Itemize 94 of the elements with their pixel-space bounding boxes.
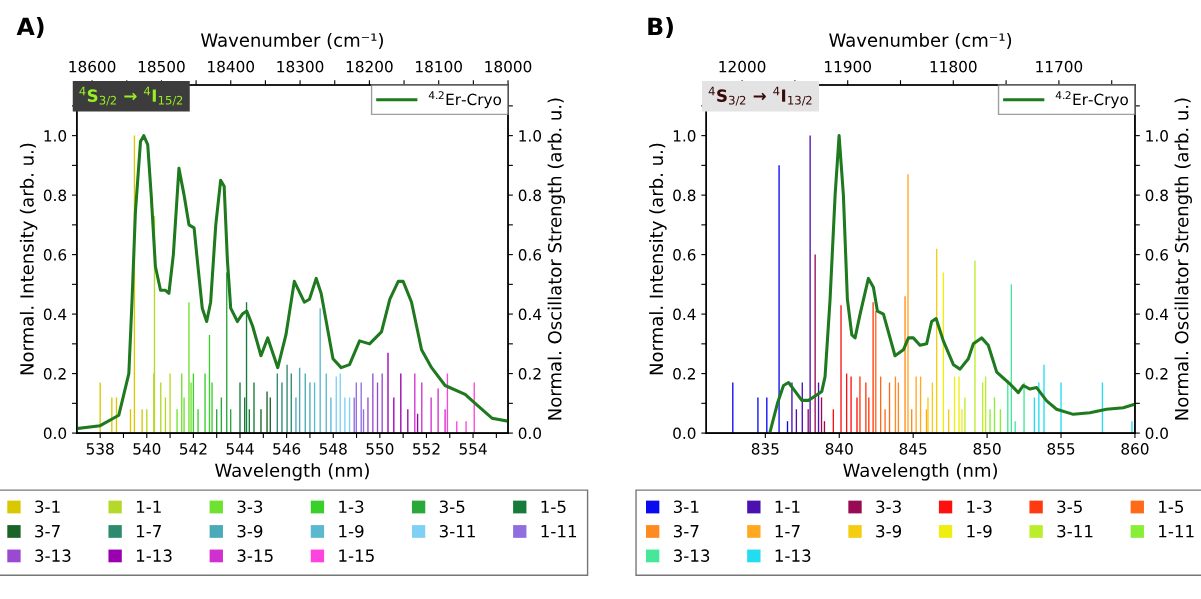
y2-tick-label: 0.6 (518, 249, 542, 261)
y-axis-title: Normal. Intensity (arb. u.) (649, 143, 667, 375)
y2-tick-label: 0.4 (518, 308, 542, 321)
legend-label: 3-3 (237, 500, 263, 514)
y-tick-label: 0.8 (673, 189, 696, 202)
x-axis-title: Wavelength (nm) (215, 463, 369, 481)
legend-label: 1-11 (1159, 525, 1194, 538)
legend-label: 3-11 (439, 524, 475, 538)
legend-label: 1-5 (1159, 500, 1184, 514)
x2-tick-label: 11900 (825, 60, 871, 73)
y2-tick-label: 0.2 (1145, 368, 1168, 380)
x-tick-label: 850 (973, 443, 1001, 455)
legend-label: 3-1 (673, 500, 699, 514)
x-tick-label: 840 (825, 443, 853, 455)
x2-tick-label: 11800 (930, 60, 977, 73)
legend-label: 1-5 (541, 500, 566, 514)
y2-tick-label: 1.0 (519, 130, 542, 142)
legend-label: 1-15 (339, 549, 374, 562)
y-tick-label: 0.6 (673, 249, 696, 261)
y-tick-label: 1.0 (673, 130, 696, 142)
y-tick-label: 1.0 (44, 130, 67, 142)
legend-label: 3-5 (439, 500, 465, 514)
legend-label: 3-13 (673, 549, 710, 562)
y2-tick-label: 0.4 (1145, 308, 1169, 321)
legend-label: 1-13 (136, 549, 172, 562)
x-tick-label: 544 (226, 443, 254, 455)
x2-tick-label: 18300 (277, 60, 324, 73)
legend-label: 3-3 (876, 500, 901, 514)
legend-label: 1-13 (775, 549, 811, 562)
legend-label: 1-1 (775, 500, 800, 513)
x2-tick-label: 12000 (719, 60, 766, 73)
y2-tick-label: 1.0 (1146, 130, 1168, 142)
legend-label: 1-9 (967, 524, 992, 538)
chart-title: A) (16, 17, 44, 39)
x-tick-label: 538 (86, 443, 114, 455)
legend-label: 3-5 (1057, 500, 1082, 514)
y-tick-label: 0.4 (673, 308, 696, 321)
x-axis-title: Wavelength (nm) (843, 463, 997, 481)
legend-label: 1-1 (136, 500, 161, 513)
x2-tick-label: 18400 (208, 60, 255, 73)
x2-tick-label: 11700 (1036, 60, 1083, 73)
y2-tick-label: 0.8 (518, 189, 541, 202)
x-tick-label: 552 (413, 443, 440, 455)
y-axis-title: Normal. Intensity (arb. u.) (19, 143, 38, 375)
chart-title: B) (648, 17, 673, 39)
x2-tick-label: 18000 (485, 60, 532, 73)
y2-tick-label: 0.6 (1145, 249, 1168, 261)
legend-label: 3-1 (35, 500, 60, 514)
x-tick-label: 835 (751, 443, 779, 455)
annotation: $^{4}$S$_{3/2}$ → $^{4}$I$_{13/2}$ (708, 86, 812, 106)
legend-label: 1-3 (339, 500, 364, 514)
legend-label: 3-7 (35, 524, 60, 538)
legend-label: 1-11 (541, 525, 577, 538)
legend-label: 1-7 (775, 525, 800, 538)
x-tick-label: 542 (179, 443, 207, 455)
y-tick-label: 0.4 (43, 308, 67, 321)
x-tick-label: 548 (319, 443, 347, 455)
y2-axis-title: Normal. Oscillator Strength (arb. u.) (547, 98, 566, 420)
x2-tick-label: 18200 (346, 60, 393, 73)
x2-tick-label: 18600 (69, 60, 116, 73)
y2-axis-title: Normal. Oscillator Strength (arb. u.) (1174, 98, 1192, 420)
x2-axis-title: Wavenumber (cm⁻¹) (200, 32, 383, 50)
y2-tick-label: 0.0 (518, 427, 542, 440)
legend-label: 1-9 (339, 524, 364, 538)
x2-tick-label: 18100 (416, 60, 462, 73)
y-tick-label: 0.2 (43, 368, 66, 380)
y2-tick-label: 0.0 (1145, 427, 1168, 440)
x-tick-label: 546 (273, 443, 301, 455)
legend-label: 3-9 (237, 524, 263, 538)
legend-label: 3-15 (237, 549, 273, 562)
y2-tick-label: 0.8 (1145, 189, 1168, 202)
x-tick-label: 550 (366, 443, 394, 455)
legend-label: 3-9 (876, 524, 902, 538)
y-tick-label: 0.2 (673, 368, 695, 380)
legend-label: 3-11 (1057, 524, 1093, 538)
legend-label: $^{4.2}$Er-Cryo (1055, 91, 1128, 109)
x-tick-label: 860 (1121, 443, 1149, 455)
annotation: $^{4}$S$_{3/2}$ → $^{4}$I$_{15/2}$ (79, 86, 183, 106)
y-tick-label: 0.6 (43, 249, 67, 261)
legend-label: 1-3 (967, 500, 992, 514)
legend-label: $^{4.2}$Er-Cryo (428, 91, 502, 109)
legend-label: 3-13 (35, 549, 71, 562)
x2-tick-label: 18500 (138, 60, 185, 73)
x-tick-label: 855 (1047, 443, 1075, 455)
x-tick-label: 554 (459, 443, 487, 455)
y2-tick-label: 0.2 (518, 368, 541, 380)
x-tick-label: 540 (133, 443, 161, 455)
legend-label: 3-7 (673, 524, 699, 538)
y-tick-label: 0.0 (673, 427, 696, 440)
y-tick-label: 0.8 (43, 189, 67, 202)
y-tick-label: 0.0 (43, 427, 67, 440)
legend-label: 1-7 (136, 525, 161, 538)
x2-axis-title: Wavenumber (cm⁻¹) (829, 32, 1012, 50)
x-tick-label: 845 (899, 443, 927, 455)
